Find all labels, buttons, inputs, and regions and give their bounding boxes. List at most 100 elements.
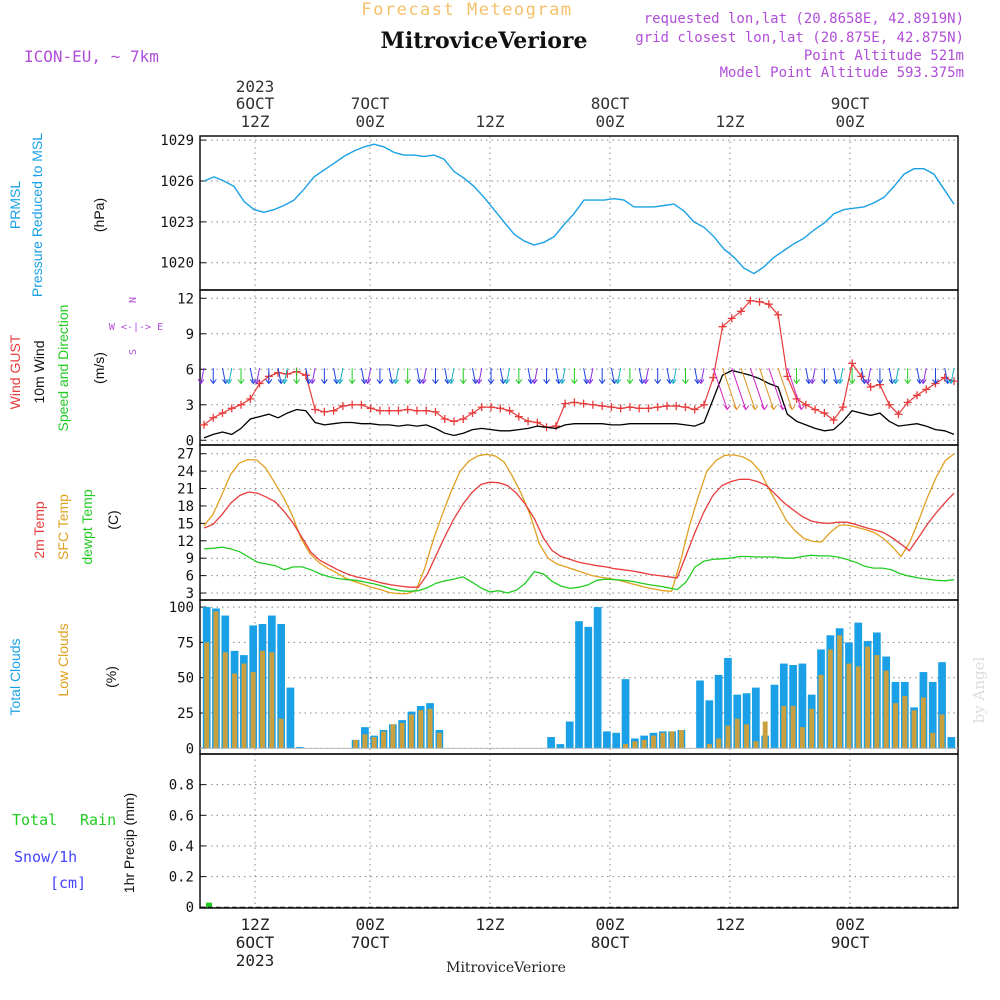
- gust-marker: [774, 310, 783, 319]
- gust-marker: [218, 409, 227, 418]
- wind-direction-arrow: [333, 367, 341, 385]
- wind-direction-arrow: [472, 367, 479, 385]
- precip-unit: 1hr Precip (mm): [121, 793, 137, 893]
- top-tick-hour: 00Z: [356, 112, 385, 131]
- gust-marker: [477, 403, 486, 412]
- gust-marker: [394, 406, 403, 415]
- total-cloud-bar: [612, 732, 621, 749]
- low-cloud-bar: [418, 710, 424, 749]
- low-cloud-bar: [716, 738, 722, 749]
- wind-direction-arrow: [392, 367, 399, 385]
- gust-marker: [681, 403, 690, 412]
- total-cloud-bar: [277, 624, 285, 749]
- low-cloud-bar: [641, 739, 647, 749]
- top-tick-year: 2023: [236, 77, 275, 96]
- total-cloud-bar: [286, 687, 295, 749]
- wind-direction-arrow: [475, 367, 483, 385]
- ytick-label: 6: [186, 362, 194, 378]
- bottom-tick-date: 7OCT: [351, 933, 390, 952]
- wind-direction-arrow: [610, 367, 618, 385]
- low-cloud-bar: [902, 696, 908, 749]
- gust-marker: [866, 383, 875, 392]
- wind-direction-arrow: [388, 367, 396, 385]
- low-cloud-bar: [204, 642, 210, 749]
- gust-label: Wind GUST: [7, 334, 23, 409]
- wind-direction-arrow: [759, 367, 777, 411]
- gust-marker: [431, 407, 440, 416]
- bottom-tick-hour: 12Z: [476, 915, 505, 934]
- temp-unit: (C): [105, 510, 121, 529]
- gust-marker: [570, 398, 579, 407]
- wind-direction-arrow: [793, 368, 800, 385]
- total-cloud-bar: [295, 746, 304, 749]
- gust-marker: [200, 420, 208, 429]
- dewpt-line: [203, 546, 955, 594]
- low-cloud-bar: [837, 635, 843, 749]
- ytick-label: 0.6: [169, 808, 194, 824]
- bottom-tick-hour: 00Z: [836, 915, 865, 934]
- gust-marker: [403, 405, 412, 414]
- gust-marker: [459, 414, 468, 423]
- model-label: ICON-EU, ~ 7km: [24, 47, 159, 66]
- gust-marker: [811, 405, 820, 414]
- compass-s: S: [128, 349, 139, 355]
- wind-direction-arrow: [416, 367, 424, 385]
- ytick-label: 0.8: [169, 778, 194, 794]
- low-cloud-bar: [911, 710, 917, 749]
- wind-direction-arrow: [487, 368, 495, 385]
- low-cloud-label: Low Clouds: [55, 623, 71, 696]
- wind-direction-arrow: [598, 368, 606, 385]
- gust-marker: [838, 403, 847, 412]
- closest-coords: grid closest lon,lat (20.875E, 42.875N): [635, 30, 964, 46]
- gust-marker: [709, 373, 718, 382]
- top-tick-date: 6OCT: [236, 94, 275, 113]
- location-title: MitroviceVeriore: [381, 28, 588, 54]
- wind-direction-arrow: [638, 367, 646, 385]
- wind-direction-arrow: [265, 368, 273, 385]
- wind-direction-arrow: [626, 368, 634, 385]
- low-cloud-bar: [706, 744, 712, 749]
- wind-direction-arrow: [419, 367, 427, 385]
- wind-direction-arrow: [527, 367, 535, 385]
- low-cloud-bar: [632, 741, 638, 749]
- wind-direction-arrow: [833, 367, 841, 385]
- wind-direction-arrow: [669, 367, 677, 385]
- total-cloud-bar: [742, 693, 751, 749]
- ytick-label: 25: [177, 706, 194, 722]
- watermark: by Angel: [970, 656, 988, 723]
- ytick-label: 24: [177, 464, 194, 480]
- wind-direction-arrow: [768, 367, 787, 411]
- wind-direction-arrow: [432, 368, 439, 385]
- wind-direction-arrow: [947, 367, 955, 385]
- low-cloud-bar: [436, 732, 442, 749]
- wind-direction-arrow: [404, 368, 412, 385]
- wind-direction-arrow: [697, 367, 705, 385]
- gust-marker: [801, 400, 810, 409]
- wind-direction-arrow: [876, 368, 884, 385]
- gust-marker: [922, 385, 931, 394]
- precip-rain-label: Rain: [80, 811, 116, 829]
- wind-direction-arrow: [749, 367, 768, 411]
- gust-marker: [616, 404, 625, 413]
- gust-marker: [764, 300, 773, 309]
- wind-direction-arrow: [543, 368, 550, 385]
- gust-marker: [561, 399, 570, 408]
- gust-marker: [625, 403, 634, 412]
- gust-marker: [727, 314, 736, 323]
- sfc-temp-line: [203, 453, 955, 595]
- wind-direction-arrow: [222, 367, 229, 385]
- total-cloud-bar: [705, 700, 714, 749]
- gust-marker: [755, 297, 764, 306]
- low-cloud-bar: [222, 652, 228, 749]
- low-cloud-bar: [790, 705, 796, 749]
- low-cloud-bar: [883, 670, 889, 749]
- gust-marker: [598, 401, 607, 410]
- sfc-label: SFC Temp: [55, 494, 71, 560]
- total-cloud-bar: [752, 687, 760, 749]
- total-cloud-bar: [696, 680, 704, 749]
- gust-marker: [514, 412, 523, 421]
- total-cloud-bar: [714, 674, 723, 749]
- wind-direction-arrow: [197, 367, 205, 385]
- total-cloud-bar: [938, 662, 946, 749]
